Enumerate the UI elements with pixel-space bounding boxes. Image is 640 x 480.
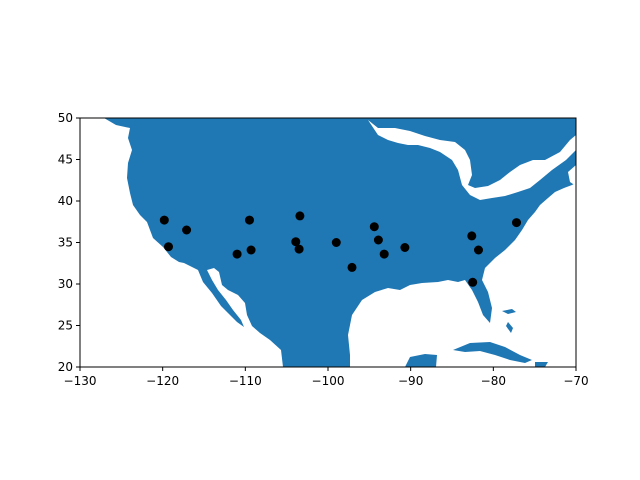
y-axis: 20 25 30 35 40 45 50	[58, 111, 80, 374]
data-point-16	[474, 245, 483, 255]
x-tick-label-4: −90	[398, 374, 423, 388]
x-tick-label-3: −100	[312, 374, 345, 388]
data-point-3	[232, 249, 242, 259]
y-tick-label-1: 25	[58, 319, 73, 333]
data-point-4	[245, 215, 254, 225]
bahamas-land	[502, 309, 516, 314]
x-tick-label-0: −130	[64, 374, 97, 388]
x-tick-label-5: −80	[481, 374, 506, 388]
y-tick-label-0: 20	[58, 360, 73, 374]
y-tick-label-4: 40	[58, 194, 73, 208]
data-point-9	[331, 238, 341, 247]
data-point-6	[291, 237, 301, 247]
data-point-13	[379, 249, 389, 259]
bahamas-land-2	[506, 322, 513, 333]
hispaniola-land	[535, 362, 548, 367]
x-tick-label-2: −110	[229, 374, 262, 388]
atlantic-notch	[556, 193, 568, 208]
data-point-2	[182, 225, 192, 235]
x-tick-label-1: −120	[146, 374, 179, 388]
y-tick-label-3: 35	[58, 236, 73, 250]
data-point-1	[164, 242, 173, 252]
data-point-18	[512, 218, 521, 228]
data-point-5	[246, 245, 256, 255]
data-point-8	[295, 211, 305, 221]
north-america-land	[80, 118, 576, 367]
points-layer	[159, 211, 521, 287]
great-lakes	[368, 120, 576, 200]
data-point-14	[400, 243, 410, 252]
x-tick-label-6: −70	[563, 374, 588, 388]
y-tick-label-6: 50	[58, 111, 73, 125]
north-east-coast-notch	[568, 165, 576, 186]
data-point-12	[373, 235, 383, 245]
y-tick-label-5: 45	[58, 153, 73, 167]
data-point-15	[467, 231, 477, 241]
data-point-17	[468, 277, 478, 287]
x-axis: −130 −120 −110 −100 −90 −80 −70	[64, 367, 589, 388]
cuba-land	[453, 342, 532, 363]
data-point-7	[294, 244, 304, 254]
data-point-11	[369, 222, 379, 232]
yucatan-land	[405, 354, 437, 367]
data-point-0	[159, 215, 169, 225]
map-layer	[80, 118, 576, 367]
y-tick-label-2: 30	[58, 277, 73, 291]
data-point-10	[347, 262, 357, 272]
